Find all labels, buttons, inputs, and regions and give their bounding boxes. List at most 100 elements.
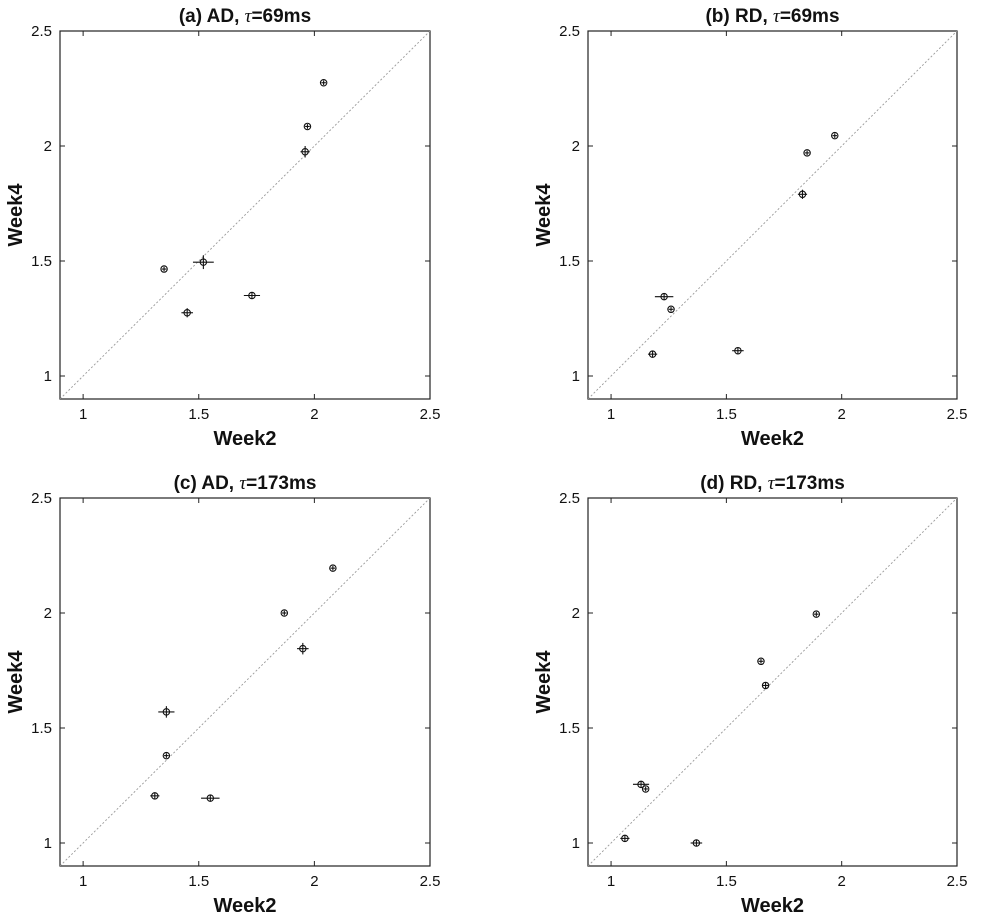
- point-marker: [162, 751, 171, 760]
- y-tick-label: 2.5: [31, 490, 52, 507]
- point-marker: [299, 644, 307, 653]
- title-suffix: =69ms: [251, 6, 311, 27]
- x-tick-label: 1: [607, 406, 615, 423]
- panel-title: (b) RD, τ=69ms: [705, 6, 839, 27]
- point-marker: [329, 564, 337, 572]
- point-marker: [812, 610, 821, 618]
- data-point: [690, 839, 703, 847]
- data-point: [757, 657, 765, 666]
- point-marker: [301, 148, 309, 156]
- y-tick-label: 1: [572, 835, 580, 852]
- y-tick-label: 1.5: [559, 720, 580, 737]
- data-point: [160, 265, 168, 273]
- x-tick-label: 1.5: [188, 406, 209, 423]
- axes-frame: [59, 497, 431, 867]
- data-point: [319, 79, 328, 87]
- data-point: [201, 794, 220, 802]
- x-tick-label: 1.5: [716, 873, 737, 890]
- x-tick-label: 1: [607, 873, 615, 890]
- title-prefix: (b) RD,: [705, 6, 773, 27]
- panel-b: 1 1.5 2 2.5 1 1.5 2 2.5 (b) RD, τ=69ms Week2 Week4: [533, 6, 967, 450]
- point-marker: [280, 609, 289, 617]
- point-marker: [183, 308, 191, 317]
- point-marker: [206, 794, 215, 802]
- y-tick-label: 1: [572, 368, 580, 385]
- title-suffix: =173ms: [775, 473, 845, 494]
- point-marker: [637, 780, 645, 789]
- y-tick-label: 2: [572, 138, 580, 155]
- point-marker: [648, 350, 657, 358]
- x-tick-label: 1.5: [716, 406, 737, 423]
- data-point: [732, 346, 744, 355]
- y-tick-label: 2.5: [31, 23, 52, 40]
- y-tick-label: 1.5: [31, 253, 52, 270]
- y-axis-label: Week4: [5, 183, 27, 247]
- tau-symbol: τ: [239, 473, 247, 494]
- identity-line: [588, 31, 957, 399]
- x-tick-label: 2: [310, 406, 318, 423]
- x-tick-label: 2.5: [420, 873, 441, 890]
- y-tick-label: 1: [44, 835, 52, 852]
- panel-c: 1 1.5 2 2.5 1 1.5 2 2.5 (c) AD, τ=173ms Week2 Week…: [5, 473, 440, 917]
- x-tick-label: 2.5: [947, 406, 968, 423]
- data-point: [641, 785, 650, 793]
- title-suffix: =173ms: [246, 473, 316, 494]
- panel-d: 1 1.5 2 2.5 1 1.5 2 2.5 (d) RD, τ=173ms Week2 Week…: [533, 473, 967, 917]
- x-tick-label: 2.5: [947, 873, 968, 890]
- data-point: [162, 751, 171, 760]
- y-tick-label: 2: [572, 605, 580, 622]
- axes-frame: [587, 30, 958, 400]
- point-marker: [757, 657, 765, 666]
- data-point: [192, 255, 214, 270]
- point-marker: [162, 708, 171, 716]
- data-point: [297, 642, 309, 655]
- y-tick-label: 2.5: [559, 490, 580, 507]
- point-marker: [641, 785, 650, 793]
- point-marker: [621, 834, 629, 843]
- x-tick-label: 1: [79, 406, 87, 423]
- data-point: [761, 681, 770, 690]
- data-point: [647, 350, 658, 358]
- y-tick-label: 2: [44, 605, 52, 622]
- axes-frame: [587, 497, 958, 867]
- y-tick-label: 1.5: [559, 253, 580, 270]
- y-tick-label: 2.5: [559, 23, 580, 40]
- x-axis-label: Week2: [741, 895, 804, 917]
- data-point: [803, 149, 811, 157]
- point-marker: [734, 346, 742, 355]
- data-point: [243, 291, 261, 300]
- x-axis-label: Week2: [213, 895, 276, 917]
- y-axis-label: Week4: [5, 650, 27, 714]
- tau-symbol: τ: [245, 6, 253, 27]
- title-prefix: (c) AD,: [174, 473, 240, 494]
- panel-title: (c) AD, τ=173ms: [174, 473, 317, 494]
- point-marker: [798, 190, 807, 199]
- data-point: [620, 834, 630, 843]
- axes-frame: [59, 30, 431, 400]
- point-marker: [831, 131, 839, 140]
- title-prefix: (a) AD,: [179, 6, 245, 27]
- identity-line: [60, 498, 430, 866]
- y-tick-label: 1: [44, 368, 52, 385]
- data-point: [797, 189, 808, 199]
- identity-line: [588, 498, 957, 866]
- tau-symbol: τ: [773, 6, 781, 27]
- point-marker: [319, 79, 328, 87]
- y-tick-label: 2: [44, 138, 52, 155]
- x-tick-label: 1: [79, 873, 87, 890]
- point-marker: [667, 305, 675, 314]
- panel-a: 1 1.5 2 2.5 1 1.5 2 2.5 (a) AD, τ=69ms Week2 Week4: [5, 6, 440, 450]
- data-point: [158, 706, 175, 718]
- x-tick-label: 2: [838, 873, 846, 890]
- data-point: [812, 610, 821, 618]
- data-point: [667, 305, 675, 314]
- data-point: [831, 131, 839, 140]
- data-point: [280, 609, 289, 617]
- y-axis-label: Week4: [533, 650, 555, 714]
- point-marker: [303, 122, 312, 131]
- point-marker: [761, 681, 770, 690]
- point-marker: [692, 839, 701, 847]
- x-tick-label: 1.5: [188, 873, 209, 890]
- panel-title: (a) AD, τ=69ms: [179, 6, 311, 27]
